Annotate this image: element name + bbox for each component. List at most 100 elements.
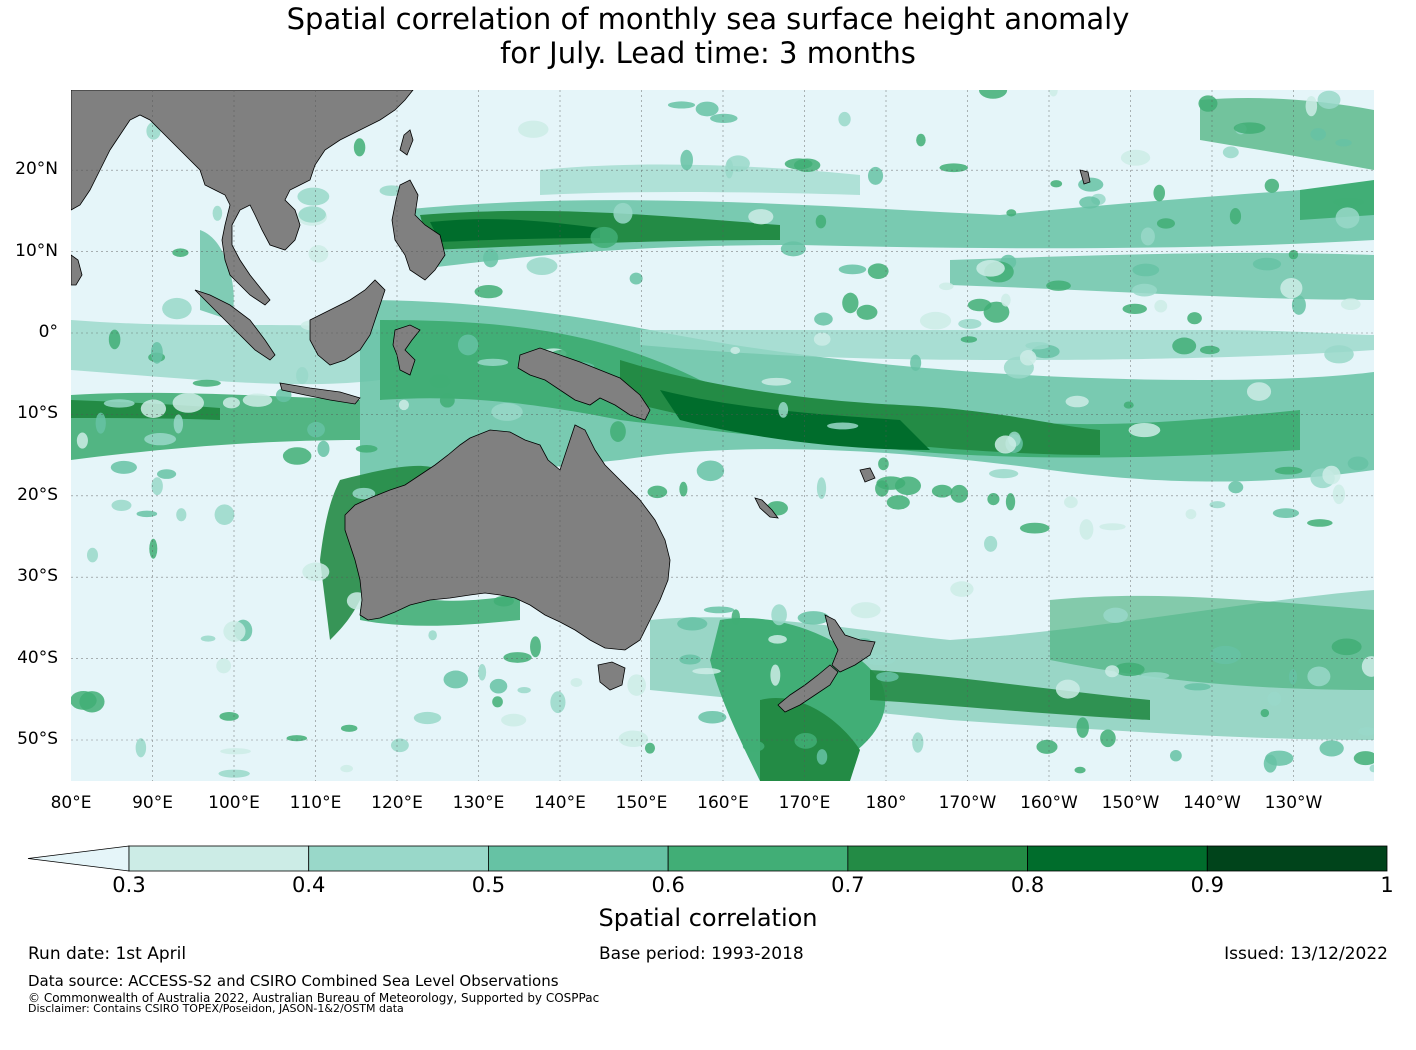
correlation-patch [939, 282, 954, 291]
correlation-patch [1046, 280, 1071, 291]
colorbar-tick-label: 0.3 [112, 873, 146, 897]
latitude-label: 10°N [15, 240, 58, 261]
landmass-hawaii [1079, 169, 1091, 185]
correlation-patch [1132, 263, 1160, 277]
correlation-patch [1055, 679, 1080, 699]
latitude-label: 40°S [17, 647, 58, 668]
correlation-patch [340, 764, 353, 773]
correlation-patch [457, 334, 479, 356]
correlation-patch [677, 617, 708, 631]
correlation-patch [1280, 277, 1303, 299]
longitude-label: 160°W [1020, 793, 1078, 813]
landmass-java [279, 382, 361, 405]
colorbar-tick-label: 0.9 [1190, 873, 1224, 897]
correlation-patch [1001, 293, 1011, 307]
correlation-patch [692, 668, 721, 675]
correlation-patch [176, 508, 187, 522]
correlation-patch [827, 422, 859, 430]
correlation-patch [976, 260, 1005, 277]
colorbar-tick-label: 0.4 [292, 873, 326, 897]
correlation-patch [491, 403, 523, 421]
correlation-patch [493, 595, 514, 607]
correlation-patch [710, 113, 738, 123]
title-line-1: Spatial correlation of monthly sea surfa… [286, 2, 1130, 36]
correlation-patch [695, 101, 719, 117]
landmass-sumatra [194, 289, 276, 361]
correlation-patch [413, 711, 442, 725]
correlation-patch [136, 510, 158, 518]
correlation-patch [379, 185, 404, 197]
correlation-patch [1288, 249, 1299, 260]
correlation-patch [390, 738, 409, 753]
correlation-patch [222, 397, 240, 409]
correlation-patch [144, 433, 177, 446]
correlation-patch [439, 393, 455, 408]
latitude-label: 20°N [15, 159, 58, 180]
correlation-patch [919, 311, 952, 330]
correlation-patch [526, 257, 558, 275]
longitude-label: 140°W [1183, 793, 1241, 813]
colorbar-segment [128, 845, 310, 872]
correlation-patch [731, 609, 741, 625]
correlation-patch [1199, 345, 1220, 355]
landmass-sulawesi [392, 324, 421, 376]
longitude-label: 140°E [534, 793, 586, 813]
correlation-patch [958, 318, 982, 329]
correlation-patch [443, 670, 469, 689]
correlation-patch [110, 460, 137, 474]
correlation-patch [703, 606, 735, 614]
correlation-patch [1209, 645, 1241, 665]
colorbar-segment [308, 845, 489, 872]
colorbar-tick-label: 1 [1380, 873, 1394, 897]
correlation-patch [220, 748, 251, 755]
correlation-patch [979, 90, 1008, 99]
land-masses [71, 90, 1091, 713]
landmass-sri-lanka [71, 254, 83, 286]
correlation-patch [629, 272, 643, 285]
correlation-patch [483, 248, 499, 268]
longitude-label: 170°W [938, 793, 997, 813]
correlation-patch [76, 432, 88, 449]
copyright: © Commonwealth of Australia 2022, Austra… [28, 991, 600, 1005]
correlation-patch [816, 749, 828, 765]
correlation-patch [1140, 672, 1170, 680]
correlation-patch [856, 304, 878, 320]
correlation-patch [477, 358, 509, 366]
correlation-patch [1307, 519, 1333, 527]
correlation-patch [1120, 149, 1151, 166]
correlation-patch [613, 202, 633, 224]
correlation-patch [1209, 501, 1226, 509]
correlation-patch [156, 469, 177, 479]
landmass-philippines [391, 179, 446, 281]
correlation-patch [679, 481, 688, 497]
latitude-label: 10°S [17, 403, 58, 424]
correlation-patch [1103, 607, 1128, 623]
correlation-patch [1252, 257, 1282, 271]
correlation-patch [1064, 496, 1078, 509]
correlation-patch [1222, 146, 1239, 159]
correlation-patch [95, 412, 106, 434]
latitude-label: 0° [38, 322, 58, 342]
correlation-patch [1246, 382, 1272, 401]
correlation-patch [815, 214, 827, 229]
correlation-patch [111, 499, 132, 512]
correlation-patch [1322, 465, 1341, 485]
correlation-patch [297, 187, 330, 206]
correlation-patch [1050, 180, 1063, 188]
correlation-patch [151, 477, 163, 496]
colorbar-label: Spatial correlation [598, 904, 818, 932]
correlation-patch [474, 285, 503, 299]
correlation-patch [353, 138, 366, 157]
correlation-patch [308, 245, 329, 263]
correlation-patch [590, 226, 618, 249]
correlation-patch [1229, 207, 1242, 225]
correlation-patch [780, 241, 806, 257]
run-date: Run date: 1st April [28, 944, 187, 964]
correlation-patch [876, 476, 906, 490]
correlation-patch [967, 298, 992, 312]
correlation-patch [200, 635, 216, 642]
colorbar-segment [488, 845, 669, 872]
correlation-patch [518, 120, 549, 138]
correlation-patch [1307, 666, 1331, 687]
landmass-asia [71, 90, 414, 306]
